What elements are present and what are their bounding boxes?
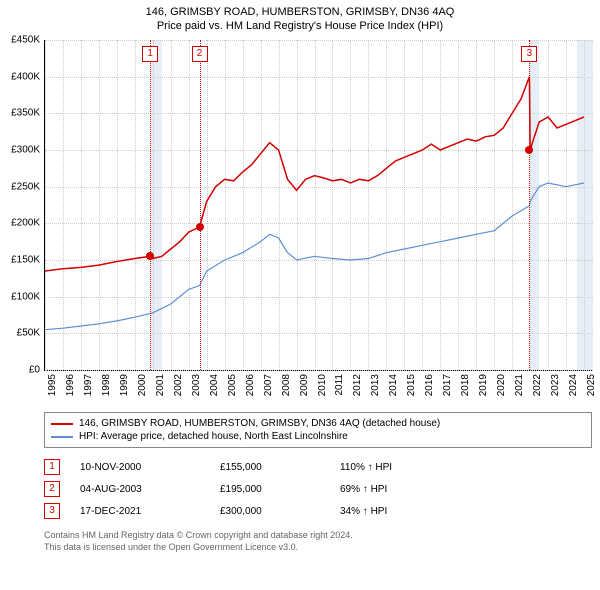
sale-pct: 69% ↑ HPI: [340, 484, 460, 495]
x-tick-label: 2002: [173, 374, 184, 396]
x-tick-label: 2008: [281, 374, 292, 396]
legend: 146, GRIMSBY ROAD, HUMBERSTON, GRIMSBY, …: [44, 412, 592, 448]
x-tick-label: 2009: [299, 374, 310, 396]
page-title: 146, GRIMSBY ROAD, HUMBERSTON, GRIMSBY, …: [8, 6, 592, 18]
sale-price: £195,000: [220, 484, 320, 495]
x-tick-label: 2011: [334, 374, 345, 396]
x-tick-label: 1999: [119, 374, 130, 396]
x-tick-label: 2003: [191, 374, 202, 396]
x-tick-label: 2017: [442, 374, 453, 396]
legend-item-hpi: HPI: Average price, detached house, Nort…: [51, 430, 585, 443]
series-property: [45, 77, 584, 271]
y-tick-label: £100K: [11, 291, 40, 302]
x-tick-label: 2024: [568, 374, 579, 396]
x-tick-label: 2016: [424, 374, 435, 396]
chart: 123 £0£50K£100K£150K£200K£250K£300K£350K…: [44, 40, 592, 400]
sale-marker: [196, 223, 204, 231]
y-tick-label: £350K: [11, 108, 40, 119]
x-tick-label: 1996: [65, 374, 76, 396]
y-tick-label: £200K: [11, 218, 40, 229]
sale-date: 17-DEC-2021: [80, 506, 200, 517]
series-hpi: [45, 183, 584, 330]
legend-label: HPI: Average price, detached house, Nort…: [79, 431, 348, 442]
sale-number-box: 1: [44, 459, 60, 475]
y-tick-label: £300K: [11, 145, 40, 156]
page-subtitle: Price paid vs. HM Land Registry's House …: [8, 20, 592, 32]
x-tick-label: 2004: [209, 374, 220, 396]
x-tick-label: 1998: [101, 374, 112, 396]
sale-number-box: 2: [44, 481, 60, 497]
sale-price: £155,000: [220, 462, 320, 473]
sale-price: £300,000: [220, 506, 320, 517]
x-tick-label: 2001: [155, 374, 166, 396]
plot-area: 1 2 3: [44, 40, 593, 371]
y-tick-label: £50K: [17, 328, 40, 339]
x-tick-label: 2019: [478, 374, 489, 396]
sale-number-box: 3: [44, 503, 60, 519]
sale-number-box: 1: [142, 46, 158, 62]
x-tick-label: 2007: [263, 374, 274, 396]
y-tick-label: £150K: [11, 255, 40, 266]
y-tick-label: £250K: [11, 181, 40, 192]
sale-row: 1 10-NOV-2000 £155,000 110% ↑ HPI: [44, 456, 592, 478]
x-tick-label: 2006: [245, 374, 256, 396]
y-tick-label: £450K: [11, 35, 40, 46]
sales-table: 1 10-NOV-2000 £155,000 110% ↑ HPI 2 04-AUG-20…: [44, 456, 592, 522]
x-tick-label: 1995: [47, 374, 58, 396]
sale-row: 2 04-AUG-2003 £195,000 69% ↑ HPI: [44, 478, 592, 500]
footer-line: This data is licensed under the Open Gov…: [44, 542, 592, 554]
x-tick-label: 2010: [317, 374, 328, 396]
x-tick-label: 2021: [514, 374, 525, 396]
x-tick-label: 2014: [388, 374, 399, 396]
x-tick-label: 2015: [406, 374, 417, 396]
x-tick-label: 2013: [370, 374, 381, 396]
sale-pct: 110% ↑ HPI: [340, 462, 460, 473]
x-tick-label: 2012: [352, 374, 363, 396]
x-tick-label: 1997: [83, 374, 94, 396]
sale-number-box: 2: [192, 46, 208, 62]
x-tick-label: 2020: [496, 374, 507, 396]
line-layer: [45, 40, 593, 370]
footer-line: Contains HM Land Registry data © Crown c…: [44, 530, 592, 542]
y-tick-label: £0: [29, 365, 40, 376]
x-tick-label: 2025: [586, 374, 597, 396]
y-tick-label: £400K: [11, 71, 40, 82]
sale-row: 3 17-DEC-2021 £300,000 34% ↑ HPI: [44, 500, 592, 522]
sale-marker: [525, 146, 533, 154]
legend-swatch: [51, 436, 73, 438]
sale-number-box: 3: [521, 46, 537, 62]
x-tick-label: 2018: [460, 374, 471, 396]
sale-date: 04-AUG-2003: [80, 484, 200, 495]
attribution: Contains HM Land Registry data © Crown c…: [44, 530, 592, 553]
legend-item-property: 146, GRIMSBY ROAD, HUMBERSTON, GRIMSBY, …: [51, 417, 585, 430]
x-tick-label: 2005: [227, 374, 238, 396]
x-tick-label: 2023: [550, 374, 561, 396]
legend-label: 146, GRIMSBY ROAD, HUMBERSTON, GRIMSBY, …: [79, 418, 440, 429]
x-tick-label: 2000: [137, 374, 148, 396]
sale-pct: 34% ↑ HPI: [340, 506, 460, 517]
sale-date: 10-NOV-2000: [80, 462, 200, 473]
sale-marker: [146, 252, 154, 260]
legend-swatch: [51, 423, 73, 425]
x-tick-label: 2022: [532, 374, 543, 396]
